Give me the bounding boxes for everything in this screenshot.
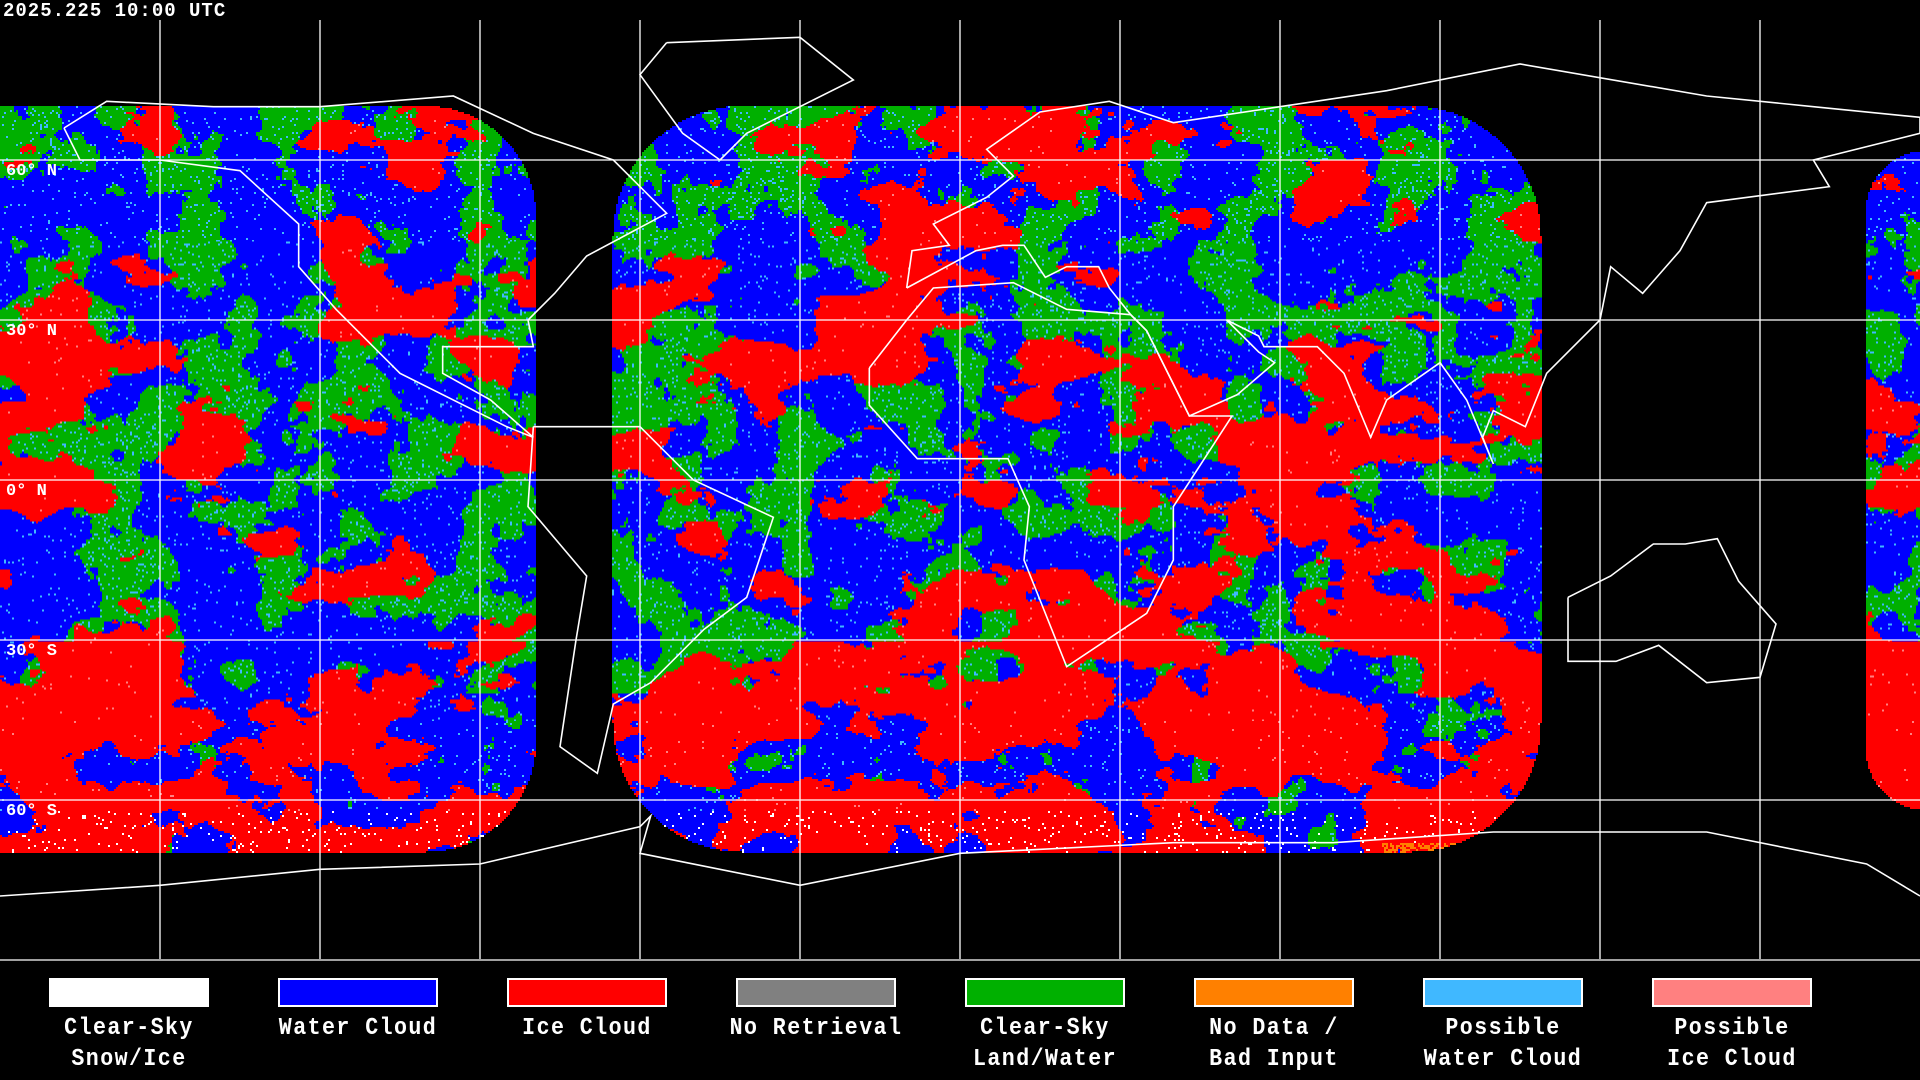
legend-item-no-retrieval: No Retrieval (701, 977, 931, 1044)
lat-label-60n: 60° N (6, 162, 58, 181)
legend-swatch (277, 977, 439, 1008)
legend-item-clear-snow: Clear-Sky Snow/Ice (14, 977, 244, 1075)
timestamp-label: 2025.225 10:00 UTC (3, 0, 227, 22)
lat-label-60s: 60° S (6, 802, 58, 821)
lat-label-30s: 30° S (6, 642, 58, 661)
legend-label: Possible Ice Cloud (1667, 1015, 1797, 1073)
legend-swatch (1651, 977, 1813, 1008)
coastline-eurasia (905, 63, 1920, 465)
coastline-africa (868, 281, 1234, 668)
legend-label: No Retrieval (729, 1015, 903, 1042)
legend-swatch (48, 977, 210, 1008)
coastline-south-america (527, 425, 775, 775)
map-overlay (0, 20, 1920, 959)
coastline-australia (1567, 537, 1777, 684)
legend-label: Ice Cloud (522, 1015, 652, 1042)
legend-label: Water Cloud (278, 1015, 438, 1042)
legend-item-possible-ice: Possible Ice Cloud (1617, 977, 1847, 1075)
legend-swatch (1422, 977, 1584, 1008)
graticule (0, 20, 1920, 959)
legend-item-possible-water: Possible Water Cloud (1388, 977, 1618, 1075)
map-legend-divider (0, 959, 1920, 961)
legend-item-water-cloud: Water Cloud (243, 977, 473, 1044)
legend-item-no-data: No Data / Bad Input (1159, 977, 1389, 1075)
legend-swatch (1193, 977, 1355, 1008)
legend-label: Possible Water Cloud (1423, 1015, 1583, 1073)
legend-swatch (735, 977, 897, 1008)
legend-item-ice-cloud: Ice Cloud (472, 977, 702, 1044)
lat-label-0n: 0° N (6, 482, 47, 501)
coastline-greenland (638, 36, 855, 162)
legend-label: No Data / Bad Input (1209, 1015, 1339, 1073)
coastline-north-america (63, 95, 668, 439)
lat-label-30n: 30° N (6, 322, 58, 341)
legend-label: Clear-Sky Snow/Ice (64, 1015, 194, 1073)
legend-label: Clear-Sky Land/Water (972, 1015, 1118, 1073)
legend-swatch (964, 977, 1126, 1008)
cloud-phase-map: 2025.225 10:00 UTC 60° N 30° N 0° N 30° … (0, 0, 1920, 959)
legend-swatch (506, 977, 668, 1008)
legend-item-clear-land-water: Clear-Sky Land/Water (930, 977, 1160, 1075)
